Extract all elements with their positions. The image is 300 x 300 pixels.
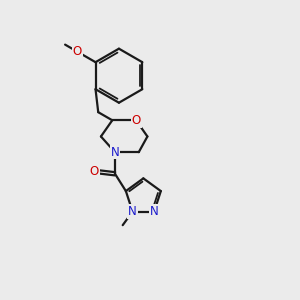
Text: N: N — [128, 205, 137, 218]
Text: N: N — [111, 146, 119, 159]
Text: O: O — [90, 165, 99, 178]
Text: N: N — [150, 205, 158, 218]
Text: O: O — [73, 45, 82, 58]
Text: O: O — [131, 114, 141, 127]
